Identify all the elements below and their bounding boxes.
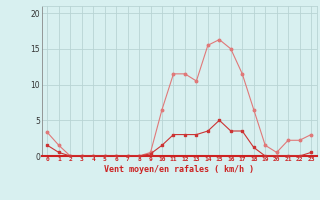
X-axis label: Vent moyen/en rafales ( km/h ): Vent moyen/en rafales ( km/h ) — [104, 165, 254, 174]
